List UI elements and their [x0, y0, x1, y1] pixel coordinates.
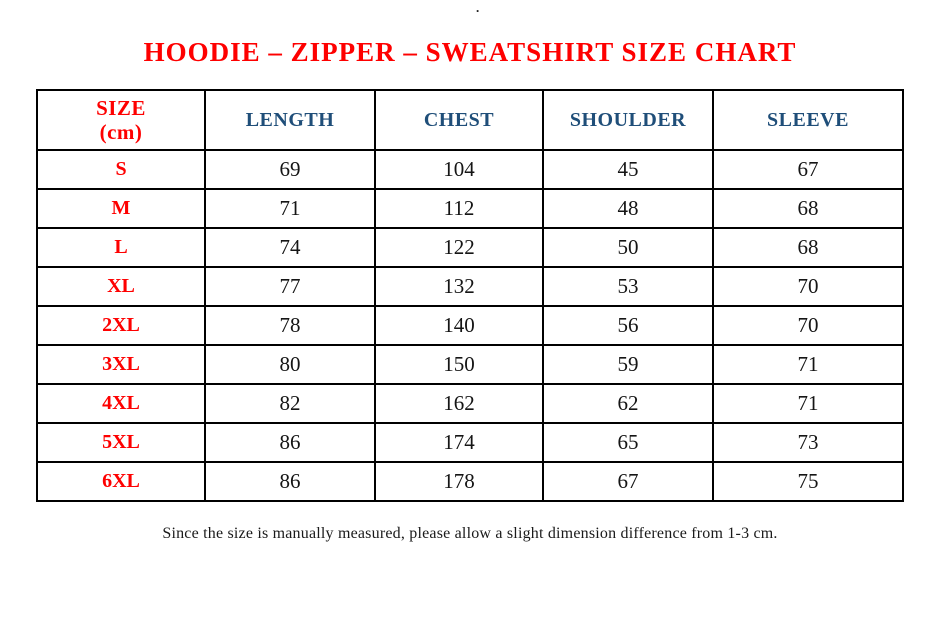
header-size: SIZE (cm) [36, 89, 206, 152]
sleeve-cell: 70 [712, 266, 904, 308]
size-label-cell: XL [36, 266, 206, 308]
length-cell: 82 [204, 383, 376, 425]
table-row: 5XL 86 174 65 73 [36, 422, 904, 464]
header-sleeve: SLEEVE [712, 89, 904, 152]
chest-cell: 174 [374, 422, 544, 464]
size-label-cell: L [36, 227, 206, 269]
table-header-row: SIZE (cm) LENGTH CHEST SHOULDER SLEEVE [36, 89, 904, 152]
header-shoulder: SHOULDER [542, 89, 714, 152]
header-length: LENGTH [204, 89, 376, 152]
table-row: 3XL 80 150 59 71 [36, 344, 904, 386]
size-label-cell: 6XL [36, 461, 206, 503]
shoulder-cell: 67 [542, 461, 714, 503]
size-label-cell: 4XL [36, 383, 206, 425]
measurement-note: Since the size is manually measured, ple… [162, 525, 778, 543]
table-row: M 71 112 48 68 [36, 188, 904, 230]
shoulder-cell: 62 [542, 383, 714, 425]
shoulder-cell: 59 [542, 344, 714, 386]
chest-cell: 132 [374, 266, 544, 308]
sleeve-cell: 68 [712, 188, 904, 230]
table-row: XL 77 132 53 70 [36, 266, 904, 308]
chest-cell: 150 [374, 344, 544, 386]
table-row: 4XL 82 162 62 71 [36, 383, 904, 425]
sleeve-cell: 73 [712, 422, 904, 464]
length-cell: 71 [204, 188, 376, 230]
length-cell: 86 [204, 422, 376, 464]
sleeve-cell: 75 [712, 461, 904, 503]
length-cell: 80 [204, 344, 376, 386]
shoulder-cell: 65 [542, 422, 714, 464]
sleeve-cell: 71 [712, 344, 904, 386]
chest-cell: 104 [374, 149, 544, 191]
chest-cell: 140 [374, 305, 544, 347]
sleeve-cell: 67 [712, 149, 904, 191]
size-label-cell: 2XL [36, 305, 206, 347]
table-row: S 69 104 45 67 [36, 149, 904, 191]
length-cell: 69 [204, 149, 376, 191]
chest-cell: 112 [374, 188, 544, 230]
size-table-body: S 69 104 45 67 M 71 112 48 68 L 74 122 5… [36, 149, 904, 503]
size-label-cell: 5XL [36, 422, 206, 464]
page-title: HOODIE – ZIPPER – SWEATSHIRT SIZE CHART [143, 37, 797, 67]
shoulder-cell: 50 [542, 227, 714, 269]
chest-cell: 162 [374, 383, 544, 425]
length-cell: 74 [204, 227, 376, 269]
size-chart-table: SIZE (cm) LENGTH CHEST SHOULDER SLEEVE S… [36, 89, 904, 503]
table-row: 6XL 86 178 67 75 [36, 461, 904, 503]
sleeve-cell: 70 [712, 305, 904, 347]
table-row: L 74 122 50 68 [36, 227, 904, 269]
header-chest: CHEST [374, 89, 544, 152]
sleeve-cell: 71 [712, 383, 904, 425]
length-cell: 77 [204, 266, 376, 308]
length-cell: 86 [204, 461, 376, 503]
size-label-cell: 3XL [36, 344, 206, 386]
sleeve-cell: 68 [712, 227, 904, 269]
chest-cell: 122 [374, 227, 544, 269]
shoulder-cell: 45 [542, 149, 714, 191]
header-size-line1: SIZE [96, 96, 146, 121]
shoulder-cell: 48 [542, 188, 714, 230]
shoulder-cell: 53 [542, 266, 714, 308]
chest-cell: 178 [374, 461, 544, 503]
length-cell: 78 [204, 305, 376, 347]
size-label-cell: M [36, 188, 206, 230]
stray-period: . [476, 0, 480, 15]
table-row: 2XL 78 140 56 70 [36, 305, 904, 347]
header-size-line2: (cm) [99, 120, 143, 145]
size-chart-page: . HOODIE – ZIPPER – SWEATSHIRT SIZE CHAR… [36, 0, 904, 543]
size-label-cell: S [36, 149, 206, 191]
shoulder-cell: 56 [542, 305, 714, 347]
